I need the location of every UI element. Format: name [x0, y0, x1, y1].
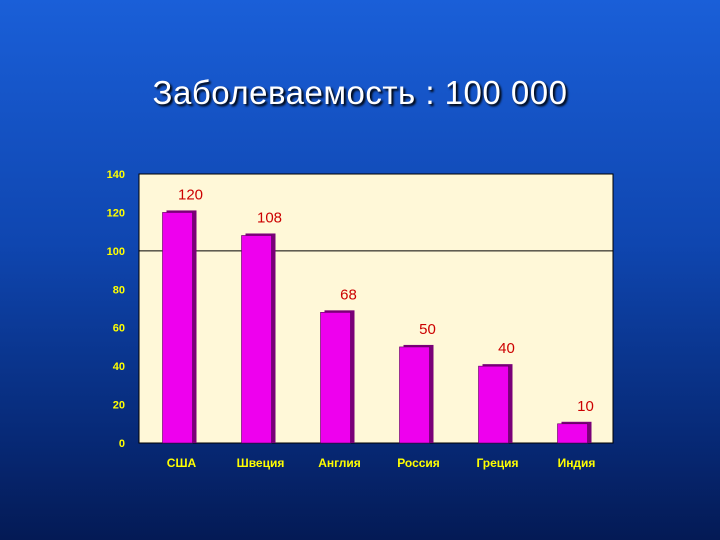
category-label: Англия: [318, 456, 361, 470]
y-tick-label: 20: [113, 400, 125, 412]
y-tick-label: 140: [107, 169, 125, 181]
data-label: 120: [178, 186, 203, 203]
category-label: Индия: [558, 456, 596, 470]
y-tick-label: 80: [113, 284, 125, 296]
bar: [478, 365, 509, 444]
y-tick-label: 0: [119, 438, 125, 450]
data-label: 10: [577, 398, 594, 415]
bar: [241, 235, 272, 444]
bar: [320, 312, 351, 444]
y-tick-label: 100: [107, 246, 125, 258]
y-tick-label: 40: [113, 361, 125, 373]
category-label: Швеция: [237, 456, 285, 470]
bar: [399, 346, 430, 444]
plot-area: 0 20 40 60 80 100 120 140 120 США 108 Швеция 68 Англи…: [107, 169, 614, 470]
data-label: 68: [340, 286, 357, 303]
category-label: Россия: [397, 456, 440, 470]
bar: [162, 212, 193, 444]
bar: [557, 423, 588, 444]
slide-title: Заболеваемость : 100 000: [152, 74, 568, 111]
y-tick-label: 120: [107, 207, 125, 219]
category-label: США: [167, 456, 197, 470]
data-label: 50: [419, 321, 436, 338]
data-label: 40: [498, 340, 515, 357]
data-label: 108: [257, 209, 282, 226]
category-label: Греция: [476, 456, 518, 470]
plot-background: [138, 173, 614, 444]
y-tick-label: 60: [113, 323, 125, 335]
